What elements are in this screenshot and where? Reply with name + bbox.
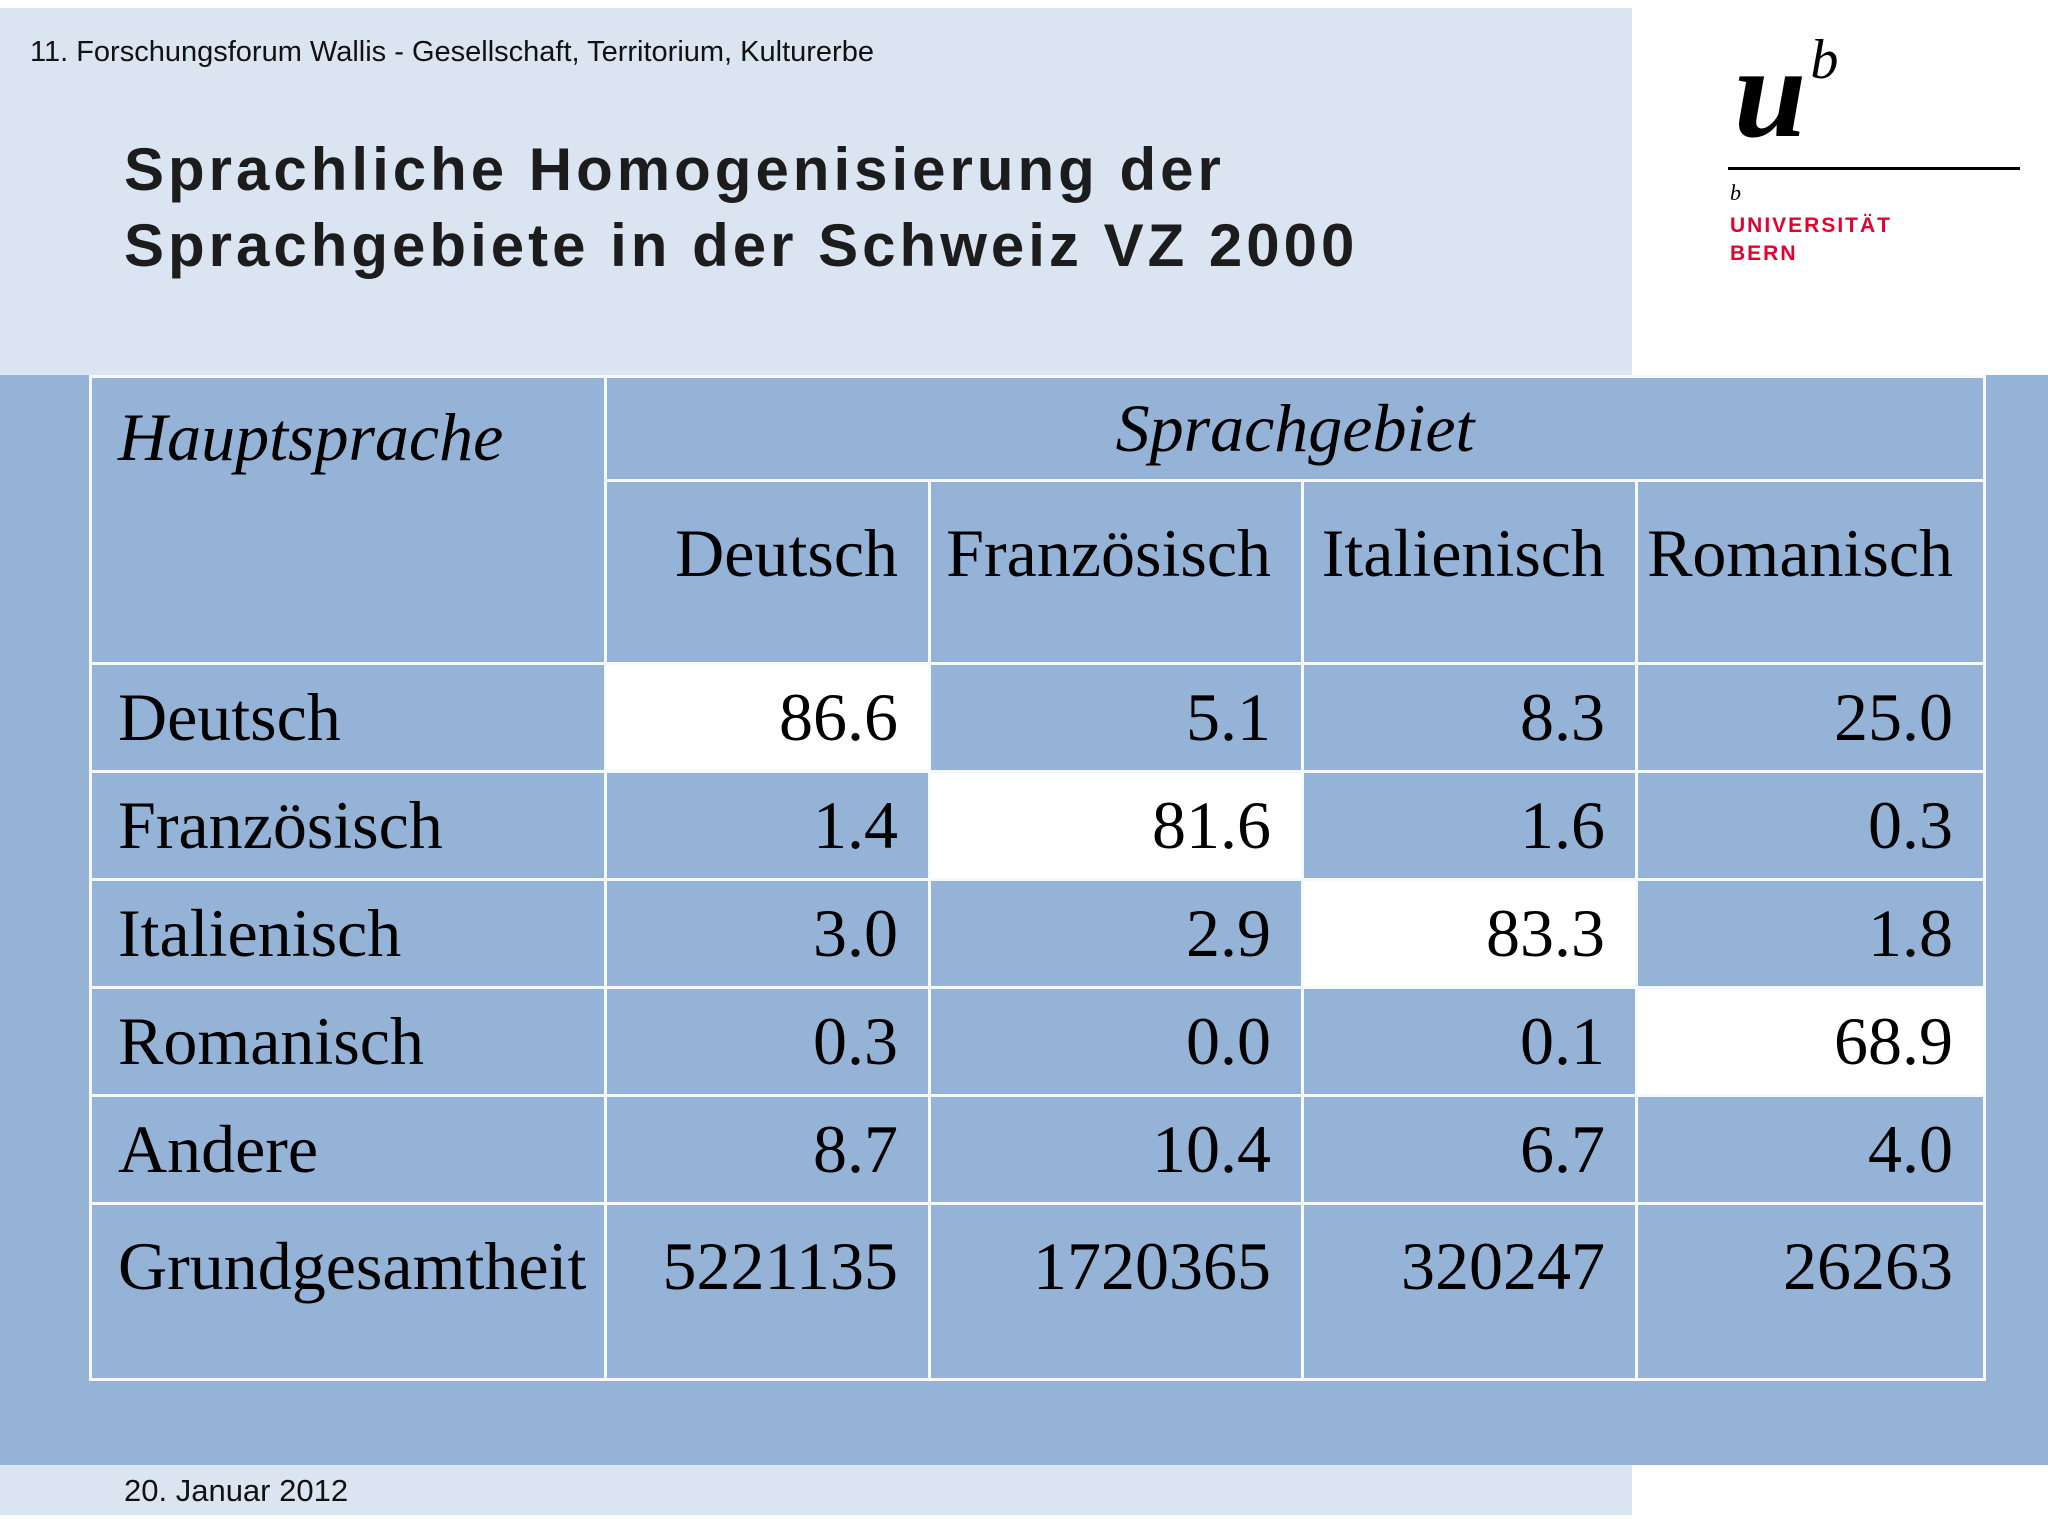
table-cell: 6.7	[1301, 1094, 1638, 1205]
table-cell: 4.0	[1634, 1094, 1987, 1205]
table-cell: 8.7	[604, 1094, 931, 1205]
logo-small-b-glyph: b	[1730, 180, 1741, 205]
table-cell: 68.9	[1634, 986, 1987, 1097]
table-cell: 0.3	[1634, 770, 1987, 881]
row-label: Grundgesamtheit	[89, 1202, 607, 1381]
row-label: Italienisch	[89, 878, 607, 989]
unibe-wordmark-line2: BERN	[1730, 242, 1798, 266]
table-header-row-1: Hauptsprache Sprachgebiet	[89, 375, 1987, 665]
table-cell: 0.1	[1301, 986, 1638, 1097]
table-cell: 0.0	[928, 986, 1304, 1097]
column-header-franzoesisch: Französisch	[928, 479, 1304, 665]
table-cell: 5221135	[604, 1202, 931, 1381]
logo-b-superscript: b	[1810, 29, 1839, 91]
table-cell: 81.6	[928, 770, 1304, 881]
table-cell: 26263	[1634, 1202, 1987, 1381]
table-cell: 1.6	[1301, 770, 1638, 881]
unibe-wordmark-line1: UNIVERSITÄT	[1730, 214, 1893, 237]
language-homogenization-table: Hauptsprache Sprachgebiet Deutsch Franzö…	[89, 375, 1987, 1381]
event-header: 11. Forschungsforum Wallis - Gesellschaf…	[30, 36, 874, 68]
column-header-deutsch: Deutsch	[604, 479, 931, 665]
row-group-header: Hauptsprache	[89, 375, 607, 665]
table-row-romanisch: Romanisch 0.3 0.0 0.1 68.9	[89, 986, 1987, 1097]
logo-divider-line	[1728, 167, 2020, 170]
table-cell: 320247	[1301, 1202, 1638, 1381]
row-label: Andere	[89, 1094, 607, 1205]
slide-date: 20. Januar 2012	[124, 1473, 349, 1508]
row-label: Französisch	[89, 770, 607, 881]
page-title: Sprachliche Homogenisierung der Sprachge…	[124, 136, 1359, 279]
header-background-band	[0, 8, 1632, 375]
table-cell: 8.3	[1301, 662, 1638, 773]
unibe-logo-mark: ub	[1734, 28, 1838, 158]
table-cell: 10.4	[928, 1094, 1304, 1205]
unibe-wordmark: UNIVERSITÄT BERN	[1730, 212, 1892, 269]
table-row-franzoesisch: Französisch 1.4 81.6 1.6 0.3	[89, 770, 1987, 881]
table-cell: 3.0	[604, 878, 931, 989]
unibe-logo: ub b UNIVERSITÄT BERN	[1728, 28, 2024, 328]
table-cell: 5.1	[928, 662, 1304, 773]
table-row-grundgesamtheit: Grundgesamtheit 5221135 1720365 320247 2…	[89, 1202, 1987, 1381]
table-cell: 25.0	[1634, 662, 1987, 773]
column-header-romanisch: Romanisch	[1634, 479, 1987, 665]
table-cell: 83.3	[1301, 878, 1638, 989]
table-header-row-2: Deutsch Französisch Italienisch Romanisc…	[91, 479, 1987, 665]
column-group-header: Sprachgebiet	[603, 375, 1987, 482]
table-cell: 1.8	[1634, 878, 1987, 989]
table-cell: 0.3	[604, 986, 931, 1097]
table-row-andere: Andere 8.7 10.4 6.7 4.0	[89, 1094, 1987, 1205]
table-cell: 2.9	[928, 878, 1304, 989]
table-row-deutsch: Deutsch 86.6 5.1 8.3 25.0	[89, 662, 1987, 773]
table-cell: 86.6	[604, 662, 931, 773]
table-row-italienisch: Italienisch 3.0 2.9 83.3 1.8	[89, 878, 1987, 989]
row-label: Deutsch	[89, 662, 607, 773]
footer-background-band	[0, 1465, 1632, 1515]
table-cell: 1720365	[928, 1202, 1304, 1381]
table-cell: 1.4	[604, 770, 931, 881]
row-label: Romanisch	[89, 986, 607, 1097]
logo-u-glyph: u	[1734, 21, 1807, 165]
column-header-italienisch: Italienisch	[1301, 479, 1638, 665]
